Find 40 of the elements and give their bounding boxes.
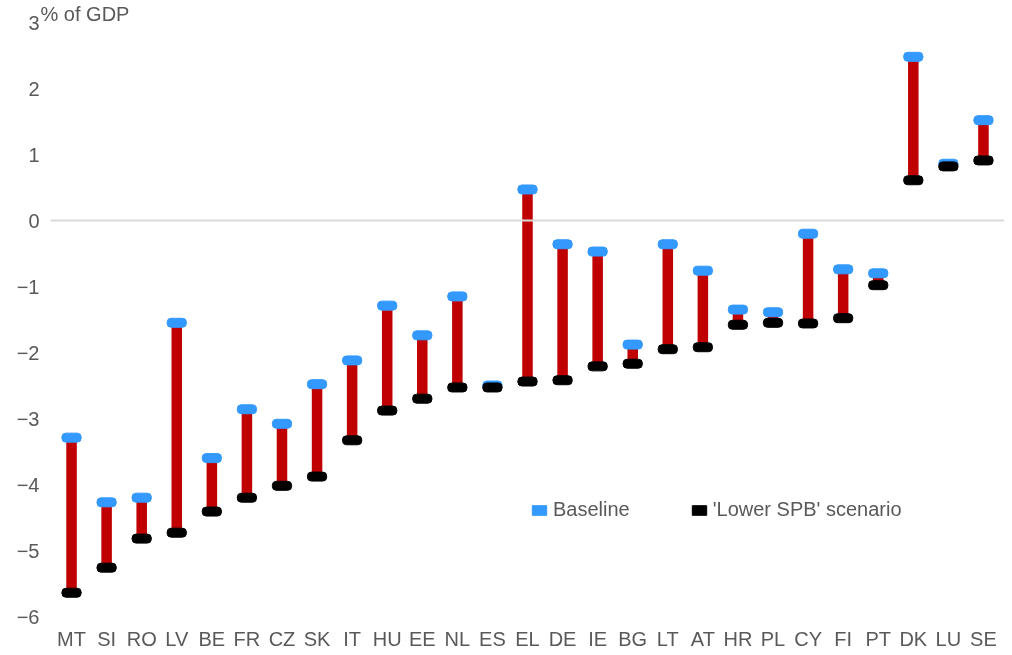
y-tick-label: −2 [16, 341, 40, 364]
y-tick-label: −6 [16, 605, 40, 628]
x-tick-label: FR [233, 627, 261, 650]
x-tick-label: ES [479, 627, 506, 650]
x-tick-label: DE [548, 627, 577, 650]
x-tick-label: LU [935, 627, 962, 650]
y-tick-label: −4 [16, 473, 40, 496]
x-tick-label: LV [165, 627, 189, 650]
y-tick-label: −1 [16, 275, 40, 298]
y-tick-label: −3 [16, 407, 40, 430]
x-tick-label: MT [57, 627, 86, 650]
x-tick-label: PT [865, 627, 892, 650]
x-tick-label: CY [794, 627, 822, 650]
y-axis-title: % of GDP [40, 2, 130, 25]
x-tick-label: SI [97, 627, 117, 650]
x-tick-label: FI [834, 627, 853, 650]
x-tick-label: RO [126, 627, 157, 650]
y-tick-label: −5 [16, 539, 40, 562]
y-tick-label: 3 [28, 11, 40, 34]
x-tick-label: EE [408, 627, 436, 650]
x-tick-label: LT [656, 627, 679, 650]
x-tick-label: AT [690, 627, 715, 650]
x-tick-label: IE [588, 627, 608, 650]
x-tick-label: SE [970, 627, 997, 650]
x-tick-label: BG [618, 627, 648, 650]
y-tick-label: 0 [28, 209, 40, 232]
x-tick-label: HR [723, 627, 753, 650]
x-tick-label: DK [899, 627, 928, 650]
y-tick-label: 1 [28, 143, 40, 166]
legend-label: Baseline [553, 498, 630, 521]
x-tick-label: PL [760, 627, 786, 650]
x-tick-label: EL [515, 627, 540, 650]
legend-label: 'Lower SPB' scenario [712, 498, 902, 521]
x-tick-label: SK [303, 627, 332, 650]
x-tick-label: CZ [268, 627, 296, 650]
x-tick-label: NL [444, 627, 471, 650]
x-tick-label: IT [343, 627, 362, 650]
y-tick-label: 2 [28, 77, 40, 100]
x-tick-label: BE [198, 627, 226, 650]
x-tick-label: HU [372, 627, 402, 650]
